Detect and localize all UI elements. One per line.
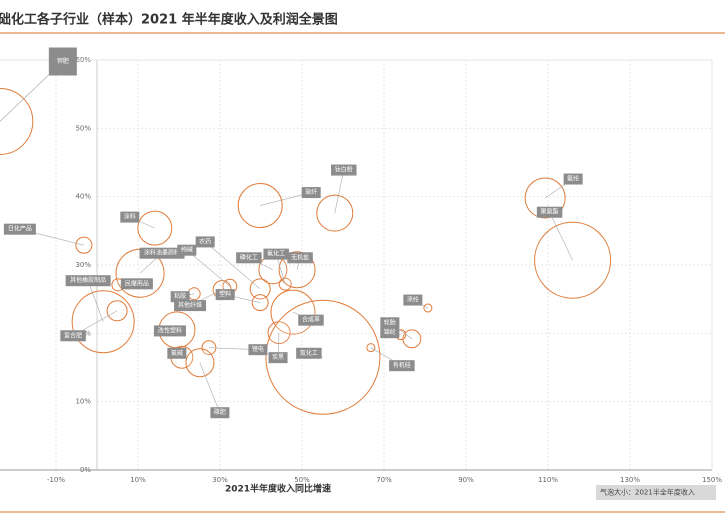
label-box [331, 164, 357, 176]
point-label: 复合肥 [64, 331, 82, 339]
label-box [48, 47, 77, 76]
label-box [60, 330, 86, 342]
point-label: 玻纤 [305, 188, 317, 196]
label-box [296, 347, 322, 359]
label-box [170, 291, 190, 303]
point-label: 氯碱 [171, 349, 183, 357]
leader-line [204, 241, 261, 290]
point-label: 日化产品 [8, 225, 32, 233]
label-box [139, 247, 185, 259]
label-box [380, 317, 400, 329]
x-tick-label: -10% [47, 476, 65, 484]
point-label: 磷肥 [214, 408, 226, 416]
label-box [389, 360, 415, 372]
label-box [403, 294, 423, 306]
point-label: 轮胎 [384, 318, 396, 326]
leader-line [186, 249, 231, 287]
x-tick-label: 130% [620, 476, 640, 484]
x-tick-label: 70% [376, 476, 392, 484]
point-label: 民爆用品 [125, 279, 149, 287]
leader-line [549, 212, 573, 261]
label-box [248, 344, 268, 356]
label-box [268, 352, 288, 364]
point-label: 炭黑 [272, 354, 284, 361]
label-box [287, 252, 313, 264]
size-note-box [596, 485, 716, 500]
point-label: 农药 [199, 237, 211, 245]
x-tick-label: 50% [294, 476, 310, 484]
label-box [236, 252, 262, 264]
point-label: 聚氨酯 [541, 208, 559, 216]
point-label: 改性塑料 [158, 326, 182, 334]
point-label: 其他橡胶制品 [70, 276, 106, 284]
point-label: 磷化工 [240, 253, 258, 261]
point-label: 氮化工 [300, 349, 318, 357]
label-box [174, 300, 207, 312]
point-label: 涤纶 [407, 296, 419, 304]
chart-title: 础化工各子行业（样本）2021 年半年度收入及利润全景图 [0, 12, 338, 28]
x-tick-label: 150% [702, 476, 722, 484]
bubble [71, 290, 135, 354]
point-label: 氨纶 [567, 175, 579, 183]
label-box [301, 187, 321, 199]
point-label: 纯碱 [181, 246, 193, 254]
label-box [120, 278, 153, 290]
label-box [298, 314, 324, 326]
label-box [167, 347, 187, 359]
point-label: 钛白粉 [335, 166, 353, 174]
point-label: 涂料油墨颜料 [144, 249, 180, 257]
label-box [177, 244, 197, 256]
bubbles [0, 88, 612, 415]
size-note: 气泡大小：2021半全年度收入 [600, 488, 695, 497]
label-box [210, 407, 230, 419]
label-box [120, 211, 140, 223]
y-tick-label: 30% [75, 261, 91, 269]
point-label: 涂料 [124, 213, 136, 221]
leader-line [87, 280, 104, 322]
x-axis-label: 2021半年度收入同比增速 [225, 483, 331, 495]
label-box [536, 206, 563, 218]
bubble [0, 88, 34, 155]
y-tick-label: 40% [75, 193, 91, 201]
point-label: 无机盐 [291, 253, 309, 261]
y-tick-label: 50% [75, 124, 91, 132]
leader-line [199, 362, 221, 413]
label-box [195, 236, 215, 248]
point-label: 钾肥 [57, 57, 69, 65]
point-label: 粘胶 [174, 292, 186, 300]
x-tick-label: 110% [538, 476, 558, 484]
point-label: 有机硅 [393, 361, 411, 369]
label-box [153, 325, 186, 337]
point-label: 其他纤维 [178, 301, 202, 309]
x-tick-label: 90% [458, 476, 474, 484]
label-box [380, 327, 400, 339]
point-label: 锦纶 [384, 328, 396, 336]
point-label: 锂电 [252, 345, 264, 353]
point-label: 合成革 [302, 316, 320, 324]
point-label: 氟化工 [267, 250, 285, 258]
label-box [263, 248, 289, 260]
x-tick-label: 10% [130, 476, 146, 484]
leader-line [334, 170, 345, 214]
label-box [563, 173, 583, 185]
label-box [215, 289, 235, 301]
label-box [65, 275, 111, 287]
x-tick-label: 30% [212, 476, 228, 484]
y-tick-label: 10% [75, 398, 91, 406]
label-box [3, 223, 36, 235]
point-label: 塑料 [219, 290, 231, 298]
